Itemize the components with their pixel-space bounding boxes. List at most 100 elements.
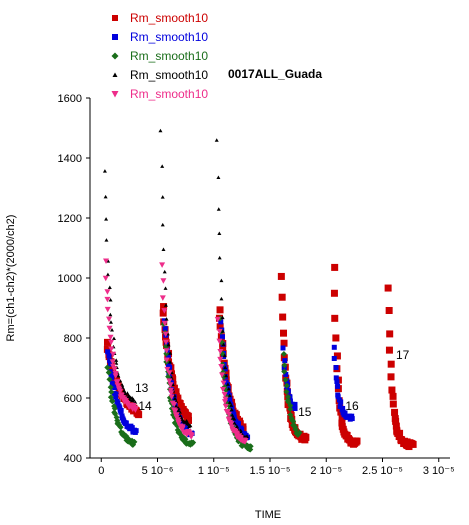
data-point	[172, 403, 178, 409]
data-point	[163, 357, 170, 364]
y-tick-label: 1200	[58, 213, 82, 225]
legend-label: Rm_smooth10	[130, 49, 208, 63]
data-point	[116, 373, 121, 378]
data-point	[287, 398, 293, 404]
data-point	[220, 380, 227, 387]
data-point	[392, 417, 400, 425]
data-point	[172, 388, 180, 396]
data-point	[278, 293, 286, 301]
y-tick-label: 1600	[58, 93, 82, 105]
data-point	[218, 364, 225, 370]
data-point	[162, 269, 167, 274]
data-point	[129, 425, 135, 431]
data-point	[230, 413, 235, 417]
data-point	[102, 275, 109, 282]
data-point	[287, 406, 294, 413]
data-point	[190, 439, 197, 446]
legend-label: Rm_smooth10	[130, 68, 208, 82]
data-point	[409, 440, 417, 448]
data-point	[333, 375, 339, 381]
data-point	[292, 406, 298, 412]
data-point	[219, 372, 226, 378]
data-point	[104, 296, 111, 303]
data-point	[226, 386, 231, 391]
legend-marker	[112, 15, 118, 21]
data-point	[131, 438, 138, 445]
data-point	[104, 345, 112, 353]
data-point	[247, 443, 254, 450]
data-point	[245, 434, 250, 438]
data-point	[333, 365, 339, 371]
data-point	[223, 365, 228, 370]
data-point	[108, 371, 114, 377]
data-point	[178, 413, 183, 418]
x-axis-label: TIME	[255, 509, 281, 521]
data-point	[111, 366, 118, 373]
annotation-label: 14	[138, 399, 152, 413]
data-point	[331, 344, 337, 350]
data-point	[105, 369, 112, 376]
data-point	[216, 338, 223, 345]
data-point	[283, 388, 290, 395]
data-point	[292, 401, 298, 407]
legend-label: Rm_smooth10	[130, 87, 208, 101]
data-point	[221, 399, 228, 405]
data-point	[231, 411, 237, 417]
data-point	[302, 433, 310, 441]
data-point	[109, 375, 115, 381]
annotation-label: 16	[345, 399, 359, 413]
data-point	[224, 409, 231, 415]
data-point	[239, 426, 245, 432]
data-point	[234, 424, 239, 428]
data-point	[163, 286, 168, 290]
data-point	[296, 429, 303, 436]
data-point	[280, 339, 288, 347]
data-point	[118, 409, 124, 415]
data-point	[161, 308, 168, 314]
data-point	[334, 379, 340, 385]
data-point	[169, 376, 177, 384]
data-point	[229, 403, 234, 407]
data-point	[108, 346, 115, 353]
data-point	[185, 416, 193, 424]
x-tick-label: 5 10⁻⁶	[142, 465, 174, 477]
legend-label: Rm_smooth10	[130, 30, 208, 44]
data-point	[280, 329, 288, 337]
annotation-label: 17	[396, 348, 410, 362]
data-point	[160, 164, 165, 168]
data-point	[160, 278, 167, 284]
y-tick-label: 1400	[58, 153, 82, 165]
annotation-label: 15	[298, 405, 312, 419]
data-point	[104, 289, 111, 295]
data-point	[232, 417, 237, 421]
data-point	[227, 396, 233, 402]
data-point	[283, 382, 290, 389]
data-point	[349, 416, 355, 422]
data-point	[235, 422, 241, 428]
annotation-label: 13	[135, 381, 149, 395]
data-point	[163, 350, 170, 357]
data-point	[342, 410, 348, 416]
data-point	[167, 382, 174, 388]
data-point	[166, 378, 173, 384]
data-point	[225, 416, 232, 422]
data-point	[107, 285, 112, 290]
data-point	[104, 306, 111, 313]
data-point	[106, 353, 112, 359]
data-point	[173, 396, 178, 401]
data-point	[216, 306, 224, 314]
data-point	[287, 402, 294, 409]
data-point	[277, 272, 285, 280]
series-4	[102, 258, 249, 445]
data-point	[331, 263, 339, 271]
data-point	[108, 339, 115, 346]
data-point	[386, 330, 394, 338]
data-point	[110, 351, 117, 358]
data-point	[117, 388, 124, 395]
data-point	[238, 430, 243, 434]
y-tick-label: 400	[64, 453, 82, 465]
x-tick-label: 1 10⁻⁵	[198, 465, 230, 477]
data-point	[221, 342, 226, 347]
data-point	[110, 328, 115, 332]
